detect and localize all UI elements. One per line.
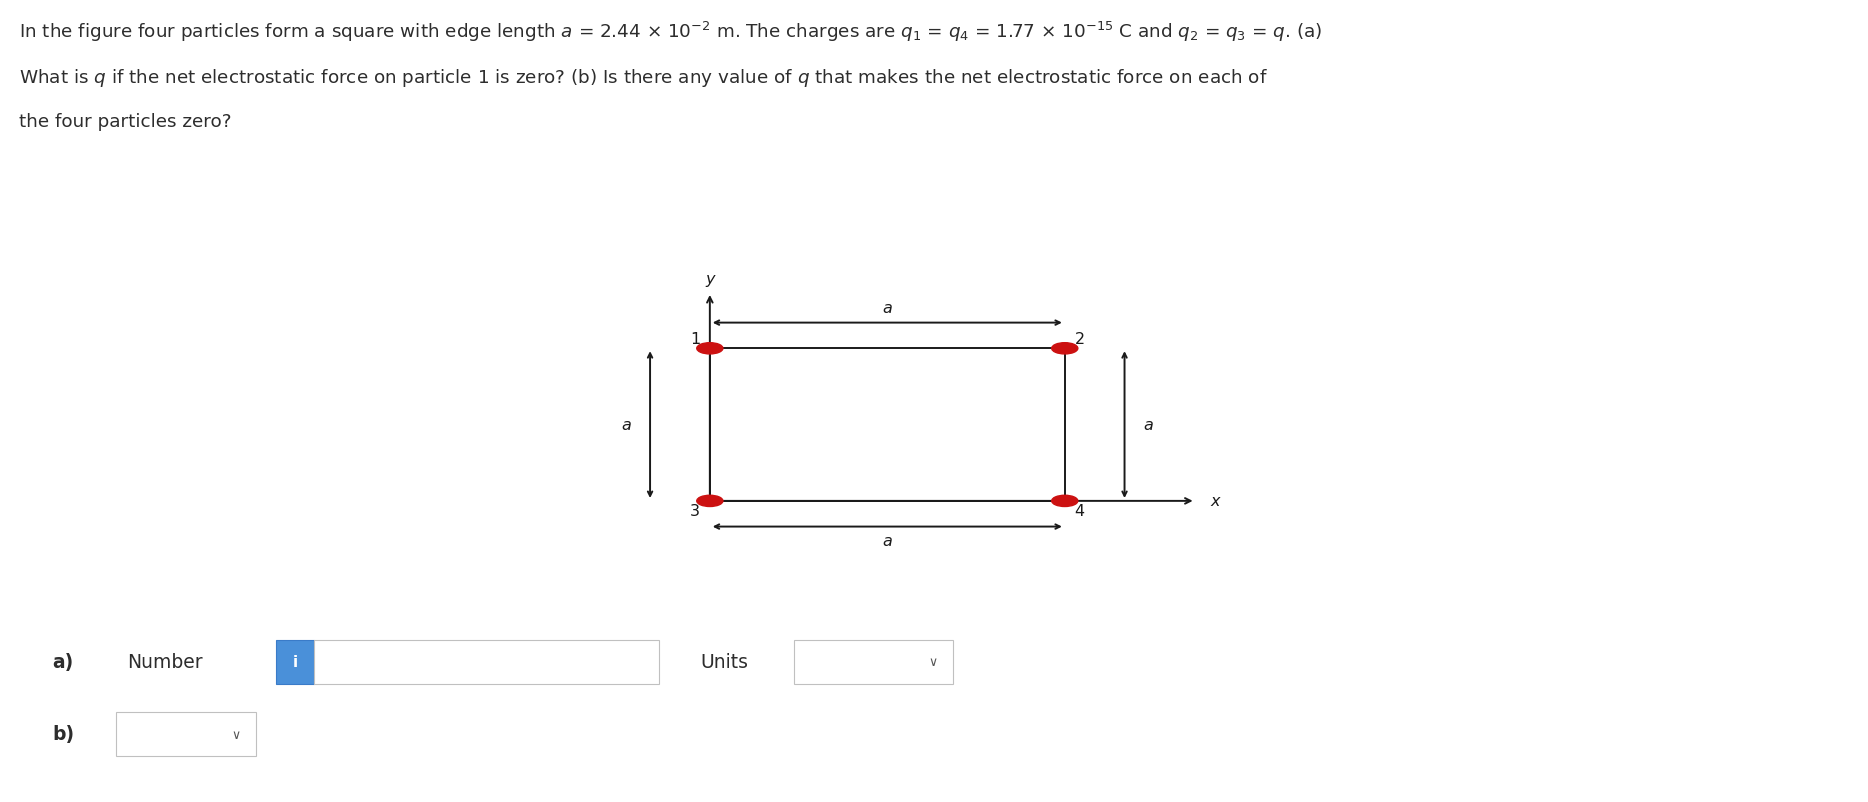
Text: ∨: ∨ xyxy=(928,655,938,669)
Text: 1: 1 xyxy=(689,332,700,346)
FancyBboxPatch shape xyxy=(276,640,314,684)
Text: 4: 4 xyxy=(1074,504,1085,518)
FancyBboxPatch shape xyxy=(314,640,659,684)
Text: $a$: $a$ xyxy=(882,300,893,315)
Text: Number: Number xyxy=(127,652,202,671)
Text: Units: Units xyxy=(700,652,749,671)
Text: $a$: $a$ xyxy=(882,533,893,549)
Text: a): a) xyxy=(52,652,73,671)
Text: x: x xyxy=(1210,494,1220,508)
Circle shape xyxy=(1052,343,1078,354)
Circle shape xyxy=(697,343,723,354)
Circle shape xyxy=(697,496,723,507)
FancyBboxPatch shape xyxy=(794,640,953,684)
Text: $a$: $a$ xyxy=(1143,418,1154,432)
Text: i: i xyxy=(293,654,297,670)
Text: b): b) xyxy=(52,724,75,743)
FancyBboxPatch shape xyxy=(116,712,256,756)
Text: In the figure four particles form a square with edge length $a$ = 2.44 × 10$^{-2: In the figure four particles form a squa… xyxy=(19,20,1323,44)
Text: 2: 2 xyxy=(1074,332,1085,346)
Text: the four particles zero?: the four particles zero? xyxy=(19,113,232,131)
Text: 3: 3 xyxy=(689,504,700,518)
Text: $a$: $a$ xyxy=(620,418,631,432)
Text: y: y xyxy=(704,271,715,286)
Text: What is $q$ if the net electrostatic force on particle 1 is zero? (b) Is there a: What is $q$ if the net electrostatic for… xyxy=(19,67,1268,88)
Circle shape xyxy=(1052,496,1078,507)
Text: ∨: ∨ xyxy=(232,727,241,741)
